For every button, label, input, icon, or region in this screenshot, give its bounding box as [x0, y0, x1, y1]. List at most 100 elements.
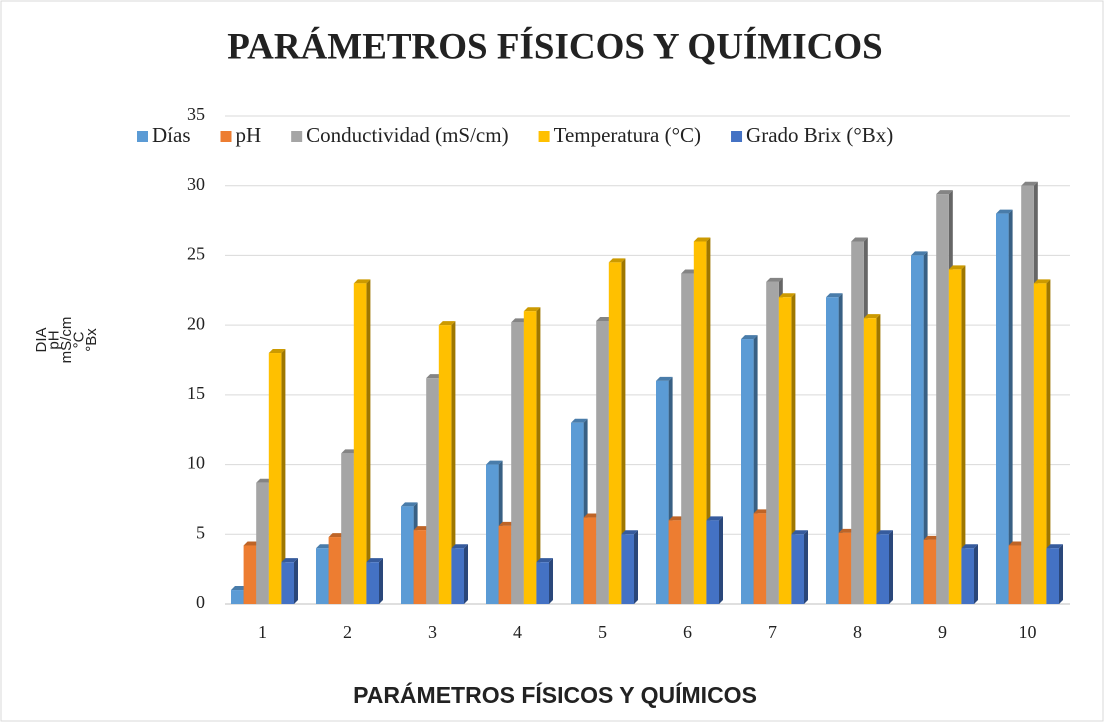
bar-face — [583, 517, 597, 604]
bar-face — [536, 562, 549, 604]
bar — [523, 307, 541, 604]
legend-swatch — [137, 131, 148, 142]
bar-face — [838, 528, 856, 533]
chart-title: PARÁMETROS FÍSICOS Y QUÍMICOS — [227, 25, 882, 67]
bar-face — [341, 453, 354, 604]
bar-face — [426, 374, 443, 379]
bar-face — [889, 530, 893, 604]
bar-face — [693, 241, 707, 604]
bar-face — [316, 544, 333, 549]
bar-face — [936, 190, 953, 195]
bar-face — [681, 269, 698, 274]
bar — [778, 293, 796, 604]
bar-face — [1008, 545, 1022, 604]
bar-face — [656, 376, 673, 381]
bar-face — [681, 273, 694, 604]
bar-face — [948, 265, 966, 270]
bar-face — [366, 562, 379, 604]
bar — [438, 321, 456, 604]
bar-face — [923, 535, 941, 540]
bar-face — [536, 307, 541, 604]
bar-face — [256, 482, 269, 604]
bar-face — [231, 586, 248, 591]
bar-face — [571, 418, 588, 423]
bar-face — [778, 297, 792, 604]
legend-swatch — [220, 131, 232, 142]
bar-face — [571, 422, 584, 604]
bar-face — [451, 544, 468, 549]
bar-face — [366, 558, 383, 563]
bar-face — [1046, 279, 1051, 604]
bar-face — [936, 194, 949, 604]
y-tick-label: 30 — [187, 174, 205, 194]
bar-face — [838, 532, 852, 604]
bar-face — [656, 380, 669, 604]
bar-face — [366, 279, 371, 604]
bar-face — [486, 464, 499, 604]
bar-face — [634, 530, 638, 604]
x-tick-label: 4 — [513, 622, 522, 642]
bar-face — [851, 241, 864, 604]
bar-face — [316, 548, 329, 604]
bar-face — [923, 251, 928, 604]
bar-face — [608, 262, 622, 604]
bar-face — [583, 513, 601, 518]
bar-face — [413, 526, 431, 531]
bar-face — [961, 544, 978, 549]
bar-face — [778, 293, 796, 298]
bar-face — [438, 321, 456, 326]
bar — [353, 279, 371, 604]
bar-face — [948, 269, 962, 604]
bar-face — [523, 307, 541, 312]
legend-swatch — [538, 131, 550, 142]
legend-label: Conductividad (mS/cm) — [306, 123, 508, 147]
legend-label: pH — [236, 123, 262, 147]
x-tick-label: 6 — [683, 622, 692, 642]
bar-face — [268, 349, 286, 354]
bar-face — [974, 544, 978, 604]
bar-face — [596, 316, 613, 321]
bar-face — [741, 339, 754, 604]
bar-face — [863, 318, 877, 604]
bar-face — [1059, 544, 1063, 604]
bar — [608, 258, 626, 604]
x-tick-label: 3 — [428, 622, 437, 642]
bar-face — [791, 530, 808, 535]
y-tick-label: 5 — [196, 522, 205, 542]
bar-face — [876, 534, 889, 604]
y-tick-label: 25 — [187, 244, 205, 264]
bar-face — [1033, 283, 1047, 604]
bar-face — [1021, 181, 1038, 186]
bar-face — [838, 293, 843, 604]
bar — [948, 265, 966, 604]
bar-face — [753, 509, 771, 514]
bar-face — [826, 297, 839, 604]
bar-face — [451, 321, 456, 604]
bar-face — [268, 353, 282, 604]
bar-face — [281, 558, 298, 563]
x-tick-label: 8 — [853, 622, 862, 642]
bar-face — [1046, 544, 1063, 549]
bar-face — [826, 293, 843, 298]
bar-face — [719, 516, 723, 604]
bar-face — [1008, 541, 1026, 546]
legend-label: Días — [152, 123, 191, 147]
y-tick-label: 15 — [187, 383, 205, 403]
x-tick-label: 10 — [1019, 622, 1037, 642]
bar-face — [766, 281, 779, 604]
bar-face — [596, 320, 609, 604]
bar-face — [231, 590, 244, 604]
bar-face — [486, 460, 503, 465]
bar-face — [911, 251, 928, 256]
bar — [996, 209, 1013, 604]
y-axis-label: pH — [45, 330, 62, 349]
bar-face — [294, 558, 298, 604]
bar-face — [693, 237, 711, 242]
bar-face — [706, 520, 719, 604]
legend-label: Grado Brix (°Bx) — [746, 123, 893, 147]
bar-face — [621, 258, 626, 604]
bar-face — [996, 209, 1013, 214]
bar-face — [401, 506, 414, 604]
bar-face — [451, 548, 464, 604]
